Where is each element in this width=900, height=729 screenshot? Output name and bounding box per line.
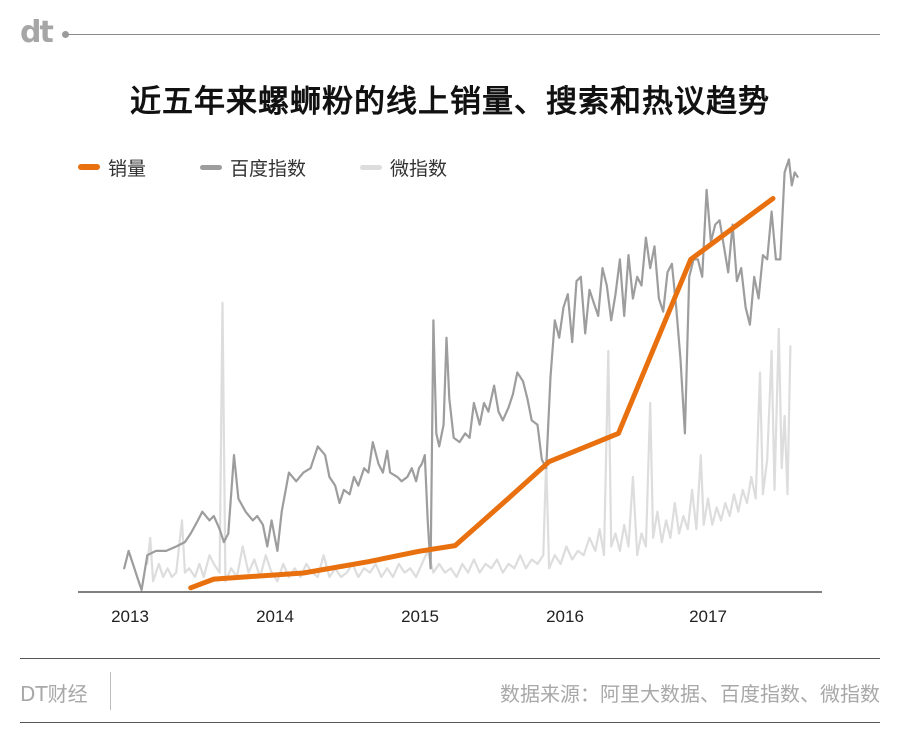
- legend-swatch-weibo-index: [360, 164, 383, 170]
- legend-label-sales: 销量: [108, 157, 147, 180]
- footer-divider: [110, 672, 111, 710]
- header-rule-dot: [62, 31, 69, 38]
- legend-item-baidu-index: 百度指数: [200, 154, 306, 181]
- legend-item-sales: 销量: [78, 154, 146, 181]
- x-tick-label-2016: 2016: [546, 607, 584, 626]
- x-tick-label-2013: 2013: [111, 607, 149, 626]
- legend-item-weibo-index: 微指数: [360, 154, 447, 181]
- legend-swatch-sales: [78, 164, 100, 170]
- dt-logo: dt: [20, 15, 54, 50]
- series-line-sales: [188, 196, 776, 591]
- series-line-baidu-index: [123, 158, 799, 592]
- header-rule: [68, 34, 880, 35]
- legend-label-weibo-index: 微指数: [390, 157, 448, 180]
- footer-brand: DT财经: [20, 682, 88, 706]
- x-tick-label-2017: 2017: [689, 607, 727, 626]
- x-tick-label-2015: 2015: [401, 607, 439, 626]
- x-tick-label-2014: 2014: [256, 607, 294, 626]
- footer-source: 数据来源：阿里大数据、百度指数、微指数: [500, 682, 880, 706]
- footer-rule-bottom: [20, 722, 880, 723]
- legend-label-baidu-index: 百度指数: [230, 157, 307, 180]
- chart-legend: 销量 百度指数 微指数: [78, 153, 501, 181]
- legend-swatch-baidu-index: [200, 164, 223, 170]
- footer-rule-top: [20, 658, 880, 659]
- series-line-weibo-index: [146, 301, 792, 583]
- chart-title: 近五年来螺蛳粉的线上销量、搜索和热议趋势: [130, 84, 770, 120]
